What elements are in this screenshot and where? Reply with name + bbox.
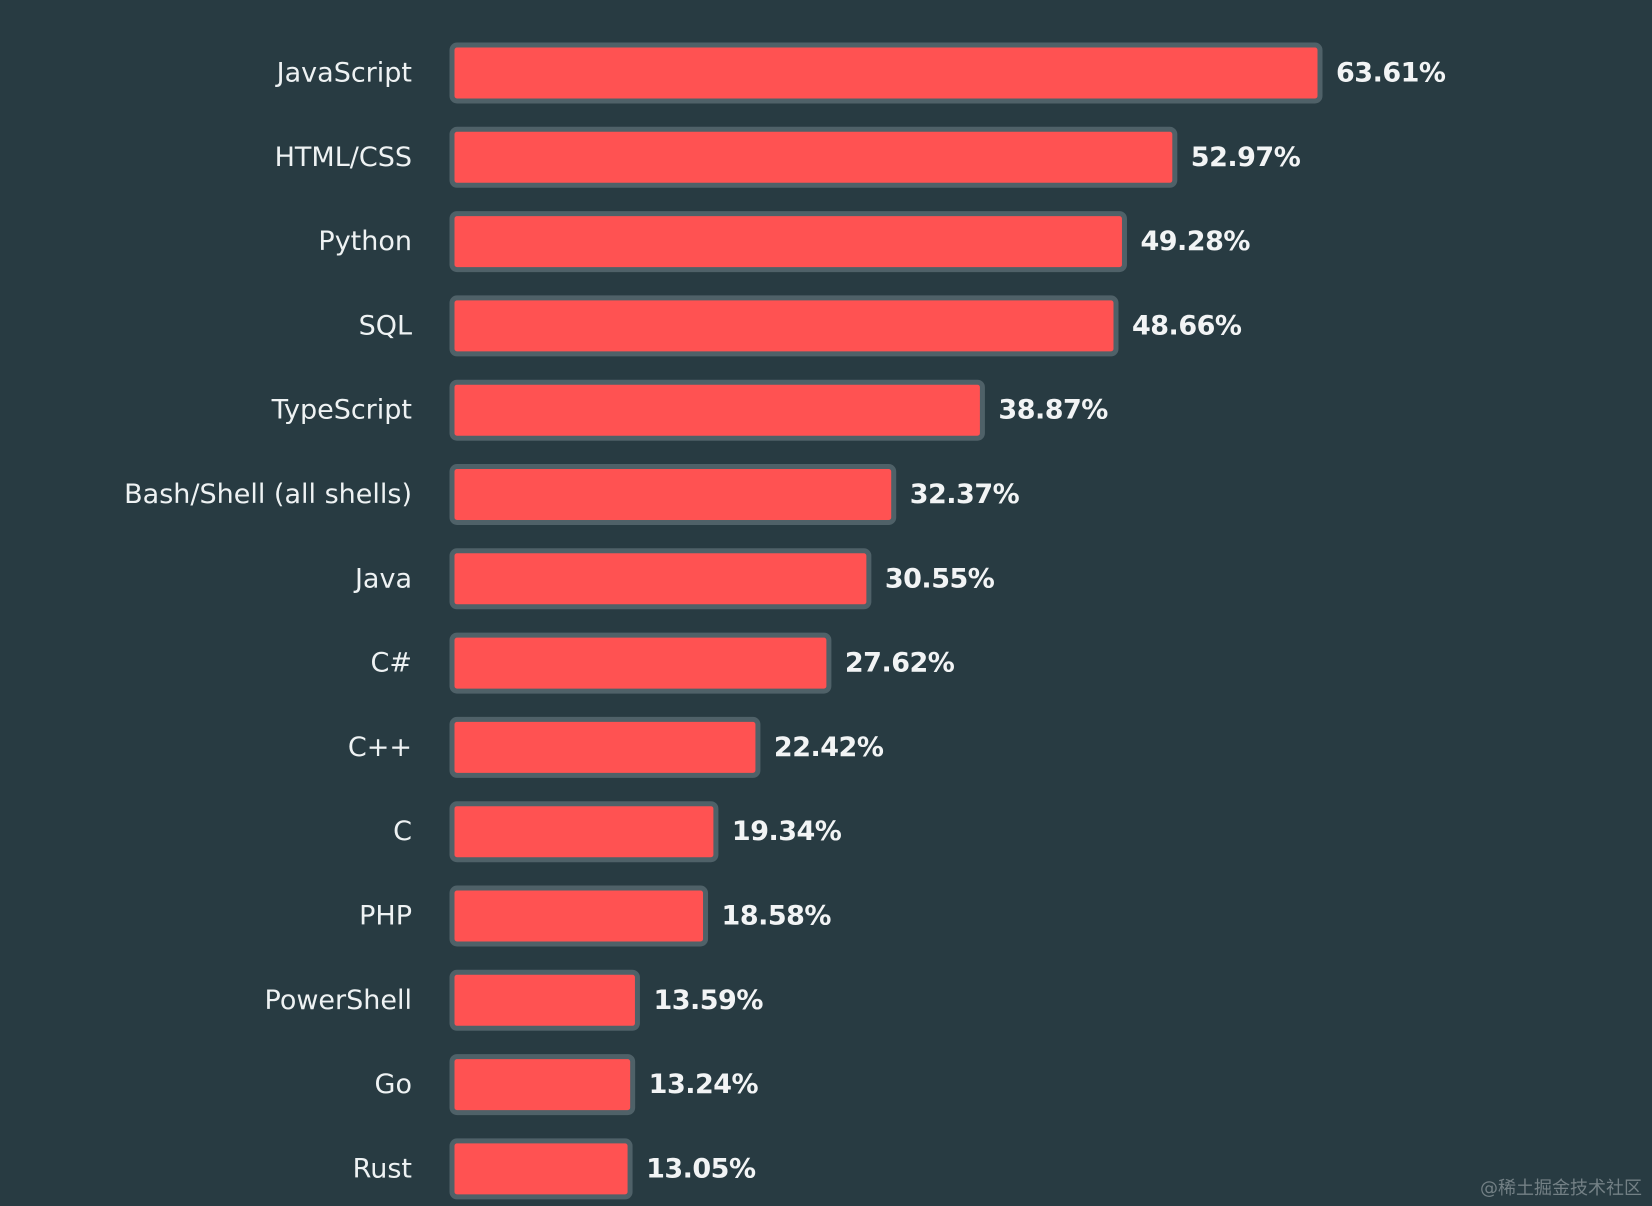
bar-row: Java 30.55% [353,548,995,610]
bar [449,126,1178,188]
bar-row: Go 13.24% [375,1054,759,1116]
value-label: 63.61% [1336,58,1446,89]
value-label: 49.28% [1140,226,1250,257]
category-label: Go [375,1069,412,1100]
category-label: C# [371,648,412,679]
bar-row: Bash/Shell (all shells) 32.37% [124,464,1020,525]
value-label: 27.62% [845,648,955,679]
bar [449,464,897,525]
bar-row: SQL 48.66% [359,295,1242,357]
value-label: 13.05% [646,1153,756,1184]
category-label: SQL [359,310,412,341]
value-label: 13.59% [653,985,763,1016]
bar-row: PHP 18.58% [359,885,832,947]
value-label: 48.66% [1132,310,1242,341]
bar-row: C 19.34% [393,801,842,863]
value-label: 18.58% [722,901,832,932]
bar [449,969,640,1031]
category-label: JavaScript [275,58,412,89]
bar-row: Rust 13.05% [353,1138,756,1200]
bar-row: JavaScript 63.61% [275,42,1446,104]
value-label: 13.24% [649,1069,759,1100]
bar-row: Python 49.28% [318,211,1251,273]
category-label: Python [318,226,412,257]
category-label: C++ [348,732,412,763]
bar [449,295,1119,357]
category-label: C [393,816,412,847]
bar-row: C++ 22.42% [348,716,884,778]
bar [449,1138,633,1200]
category-label: PowerShell [265,985,413,1016]
category-label: PHP [359,901,412,932]
category-label: Rust [353,1153,412,1184]
value-label: 30.55% [885,563,995,594]
bar [449,548,872,610]
bar-row: PowerShell 13.59% [265,969,764,1031]
category-label: HTML/CSS [275,142,412,173]
bar-row: HTML/CSS 52.97% [275,126,1301,188]
value-label: 32.37% [910,479,1020,510]
bar-row: C# 27.62% [371,632,955,694]
bar-row: TypeScript 38.87% [271,379,1109,441]
value-label: 22.42% [774,732,884,763]
value-label: 38.87% [998,395,1108,426]
value-label: 19.34% [732,816,842,847]
bar [449,211,1127,273]
watermark: @稀土掘金技术社区 [1480,1178,1642,1199]
bar [449,42,1323,104]
bar [449,801,719,863]
category-label: Bash/Shell (all shells) [124,479,412,510]
value-label: 52.97% [1191,142,1301,173]
bar [449,379,985,441]
category-label: Java [353,563,412,594]
bar [449,885,709,947]
bar [449,1054,636,1116]
bar [449,716,761,778]
category-label: TypeScript [271,395,412,426]
bar-rows: JavaScript 63.61% HTML/CSS 52.97% Python 49.2… [124,42,1446,1200]
bar [449,632,832,694]
